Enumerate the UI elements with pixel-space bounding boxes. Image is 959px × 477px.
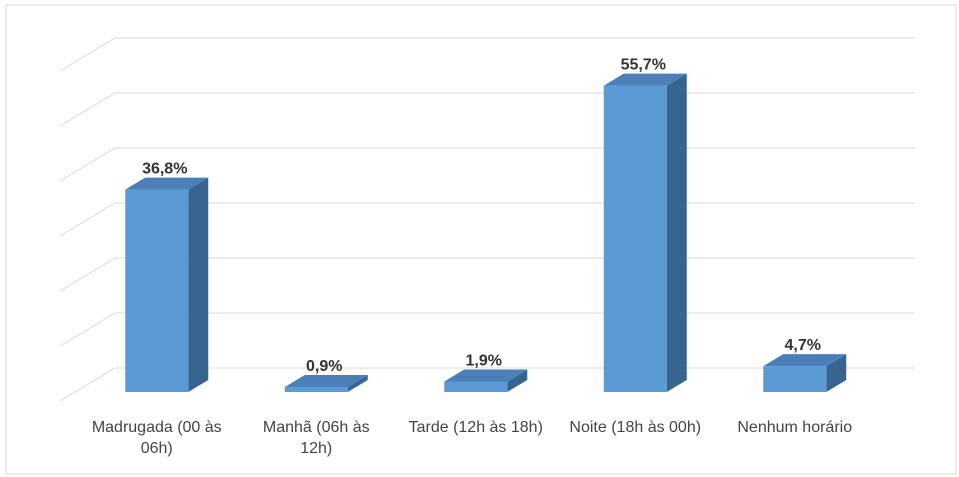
bar-face	[444, 381, 508, 392]
bar-face	[284, 387, 348, 392]
bar-face	[763, 366, 827, 392]
data-label: 55,7%	[621, 57, 666, 74]
bar	[603, 73, 687, 393]
x-tick-label: Tarde (12h às 18h)	[408, 419, 543, 436]
bar-face	[125, 189, 189, 392]
bar-face	[603, 85, 667, 393]
bar	[763, 354, 847, 392]
x-tick-label: Nenhum horário	[737, 419, 853, 436]
x-tick-label: Madrugada (00 às 06h)	[91, 419, 222, 457]
grid-line	[59, 147, 915, 182]
bar-face	[188, 177, 209, 392]
bar-face	[603, 73, 687, 86]
bar-face	[347, 375, 368, 392]
data-label: 36,8%	[142, 161, 187, 178]
data-label: 1,9%	[466, 353, 502, 370]
bar-face	[125, 177, 209, 190]
bar	[284, 375, 368, 392]
chart-border	[5, 4, 957, 475]
bar-face	[284, 375, 368, 388]
bar-face	[666, 73, 687, 393]
bar-face	[444, 369, 528, 382]
data-label: 4,7%	[785, 337, 821, 354]
x-tick-label: Noite (18h às 00h)	[569, 419, 702, 436]
grid-line	[59, 92, 915, 127]
grid-line	[59, 37, 915, 72]
data-label: 0,9%	[306, 358, 342, 375]
bar	[444, 369, 528, 392]
bar-face	[507, 369, 528, 392]
x-tick-label: Manhã (06h às 12h)	[262, 419, 370, 457]
bar-face	[763, 354, 847, 367]
bar-face	[826, 354, 847, 392]
bar	[125, 177, 209, 392]
